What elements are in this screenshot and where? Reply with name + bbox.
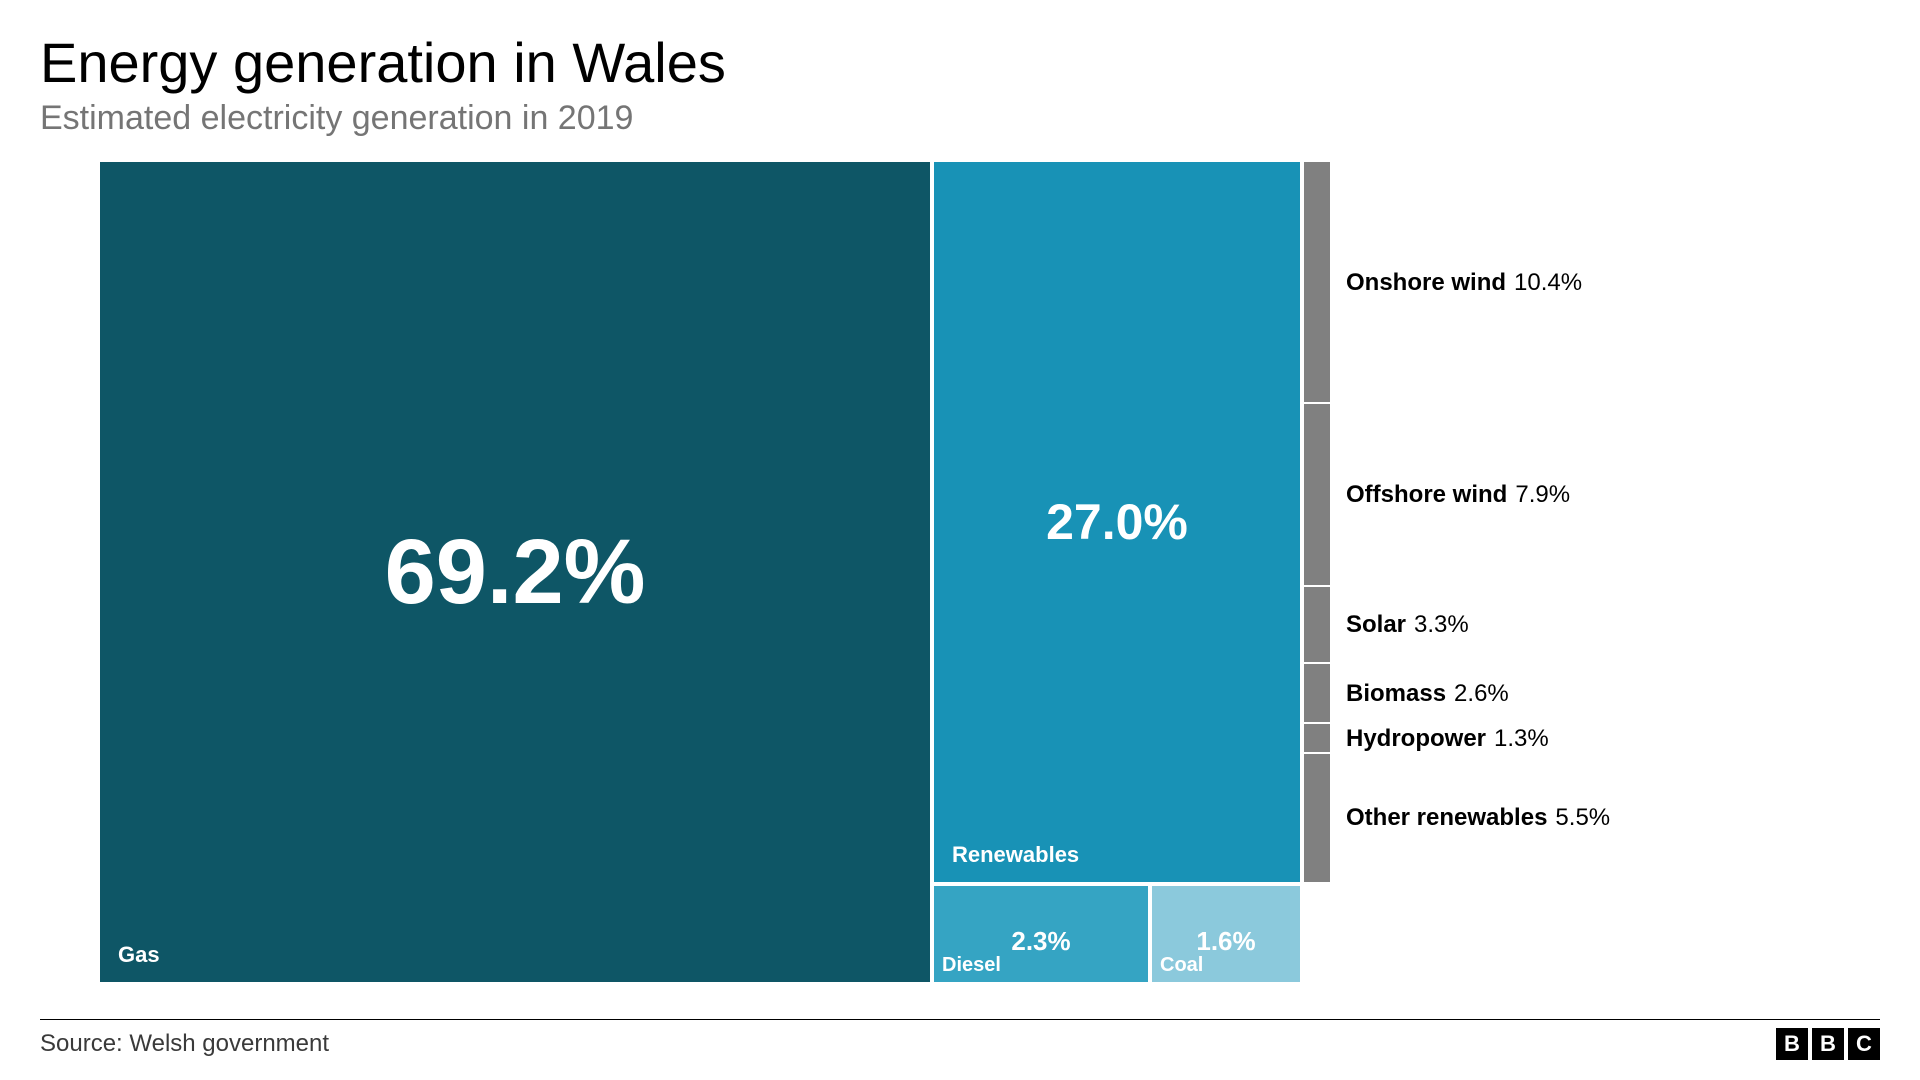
diesel-percentage: 2.3% xyxy=(1011,928,1070,955)
coal-percentage: 1.6% xyxy=(1196,928,1255,955)
breakdown-segment xyxy=(1304,724,1330,754)
breakdown-item-value: 3.3% xyxy=(1414,611,1469,639)
breakdown-bar xyxy=(1304,162,1330,882)
breakdown-item-value: 2.6% xyxy=(1454,680,1509,708)
treemap: 69.2% Gas 27.0% Renewables 2.3% Diesel 1… xyxy=(100,162,1300,1001)
breakdown-item-value: 10.4% xyxy=(1514,269,1582,297)
breakdown-item-name: Biomass xyxy=(1346,680,1446,708)
treemap-block-renewables: 27.0% Renewables xyxy=(934,162,1300,882)
breakdown-label-row: Solar 3.3% xyxy=(1346,587,1610,664)
breakdown-label-row: Onshore wind 10.4% xyxy=(1346,162,1610,404)
breakdown-label-row: Biomass 2.6% xyxy=(1346,664,1610,724)
treemap-bottom-row: 2.3% Diesel 1.6% Coal xyxy=(934,886,1300,982)
breakdown-labels: Onshore wind 10.4% Offshore wind 7.9% Solar 3… xyxy=(1346,162,1610,882)
source-text: Source: Welsh government xyxy=(40,1030,329,1058)
coal-label: Coal xyxy=(1160,955,1203,976)
breakdown-label-row: Other renewables 5.5% xyxy=(1346,754,1610,882)
breakdown-segment xyxy=(1304,162,1330,404)
bbc-logo-letter: B xyxy=(1776,1028,1808,1060)
diesel-label: Diesel xyxy=(942,955,1001,976)
breakdown-segment xyxy=(1304,754,1330,882)
chart-area: 69.2% Gas 27.0% Renewables 2.3% Diesel 1… xyxy=(40,162,1880,1001)
breakdown-segment xyxy=(1304,664,1330,724)
breakdown-item-value: 7.9% xyxy=(1515,481,1570,509)
gas-percentage: 69.2% xyxy=(385,520,646,625)
renewables-percentage: 27.0% xyxy=(1046,493,1188,551)
chart-title: Energy generation in Wales xyxy=(40,30,1880,95)
treemap-right-column: 27.0% Renewables 2.3% Diesel 1.6% Coal xyxy=(934,162,1300,1001)
treemap-block-gas: 69.2% Gas xyxy=(100,162,930,982)
breakdown-label-row: Hydropower 1.3% xyxy=(1346,724,1610,754)
chart-footer: Source: Welsh government BBC xyxy=(40,1019,1880,1060)
bbc-logo-letter: C xyxy=(1848,1028,1880,1060)
chart-subtitle: Estimated electricity generation in 2019 xyxy=(40,99,1880,138)
breakdown-item-name: Hydropower xyxy=(1346,725,1486,753)
breakdown-item-value: 1.3% xyxy=(1494,725,1549,753)
breakdown-segment xyxy=(1304,404,1330,587)
breakdown-item-name: Onshore wind xyxy=(1346,269,1506,297)
breakdown-item-value: 5.5% xyxy=(1555,804,1610,832)
renewables-label: Renewables xyxy=(952,842,1079,868)
bbc-logo-letter: B xyxy=(1812,1028,1844,1060)
breakdown-segment xyxy=(1304,587,1330,664)
breakdown-item-name: Solar xyxy=(1346,611,1406,639)
treemap-block-coal: 1.6% Coal xyxy=(1152,886,1300,982)
treemap-block-diesel: 2.3% Diesel xyxy=(934,886,1148,982)
gas-label: Gas xyxy=(118,942,160,968)
breakdown-item-name: Other renewables xyxy=(1346,804,1547,832)
bbc-logo: BBC xyxy=(1776,1028,1880,1060)
breakdown-label-row: Offshore wind 7.9% xyxy=(1346,404,1610,587)
breakdown-item-name: Offshore wind xyxy=(1346,481,1507,509)
